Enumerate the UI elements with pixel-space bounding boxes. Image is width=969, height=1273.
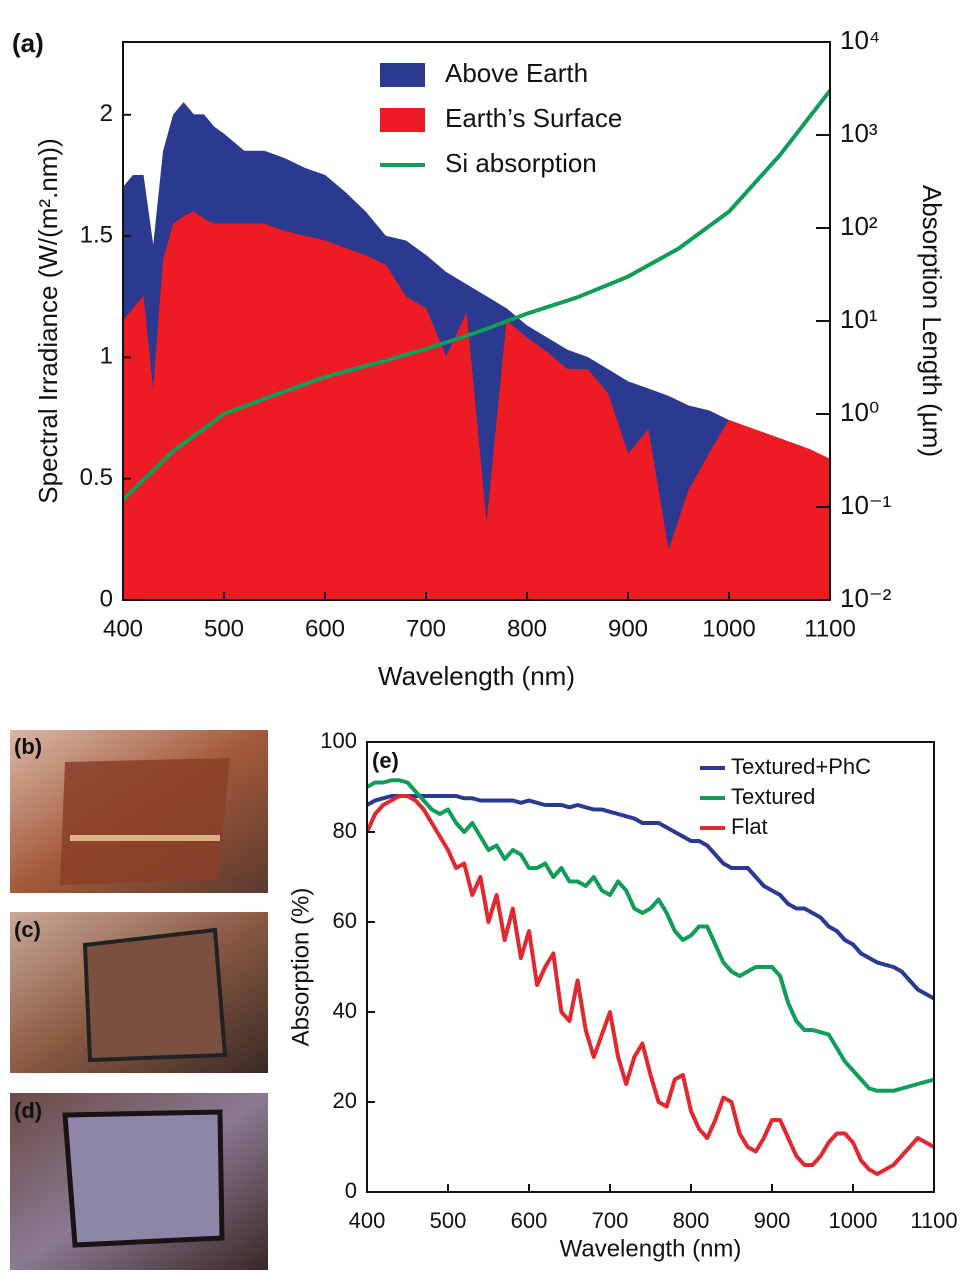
- y-tick-label: 0: [100, 585, 113, 612]
- chart: 400 500 600 700 800 900 1000 1100 0 20 40 60 80 100 Wa…: [287, 728, 957, 1263]
- y2-tick-label: 10⁰: [840, 397, 879, 427]
- x-tick-label: 600: [511, 1208, 548, 1233]
- y2-axis-label: Absorption Length (µm): [917, 185, 947, 457]
- y2-tick-label: 10²: [840, 211, 878, 241]
- x-tick-label: 500: [204, 615, 244, 642]
- x-tick-label: 900: [754, 1208, 791, 1233]
- photo-label: (d): [14, 1098, 42, 1123]
- y-tick-label: 1.5: [80, 221, 113, 248]
- y-tick-label: 60: [333, 908, 357, 933]
- panel-label: (a): [12, 28, 44, 58]
- x-tick-label: 700: [406, 615, 446, 642]
- y-tick-label: 1: [100, 343, 113, 370]
- y-tick-label: 100: [320, 728, 357, 753]
- y2-tick-label: 10⁻²: [840, 583, 892, 613]
- legend-label: Si absorption: [445, 148, 597, 178]
- y-tick-label: 0.5: [80, 464, 113, 491]
- y-tick-label: 0: [345, 1178, 357, 1203]
- y2-tick-label: 10³: [840, 118, 878, 148]
- x-tick-label: 400: [349, 1208, 386, 1233]
- y-axis-label: Absorption (%): [287, 888, 314, 1047]
- y-tick-label: 20: [333, 1088, 357, 1113]
- plot-area: [123, 89, 830, 600]
- axes-frame: [366, 741, 935, 1193]
- legend-label: Flat: [731, 814, 768, 839]
- panel-label: (e): [372, 748, 399, 773]
- x-tick-label: 1100: [910, 1208, 957, 1233]
- x-tick-label: 900: [608, 615, 648, 642]
- chart: 400 500 600 700 800 900 1000 1100 0 0.5 1 1.5 2 10⁻² 1…: [12, 25, 947, 691]
- photo-b: (b): [10, 730, 268, 893]
- legend-label: Textured+PhC: [731, 754, 871, 779]
- x-axis-label: Wavelength (nm): [560, 1235, 742, 1262]
- photo-c: (c): [10, 912, 268, 1073]
- y2-tick-label: 10⁻¹: [840, 490, 892, 520]
- line: [367, 778, 934, 1093]
- legend-label: Earth’s Surface: [445, 103, 622, 133]
- legend-swatch: [380, 108, 425, 132]
- photo-d: (d): [10, 1093, 268, 1270]
- plot-area: [367, 778, 934, 1176]
- legend-label: Above Earth: [445, 58, 588, 88]
- y-tick-label: 40: [333, 998, 357, 1023]
- legend-label: Textured: [731, 784, 815, 809]
- x-tick-label: 500: [430, 1208, 467, 1233]
- x-tick-label: 1100: [804, 615, 856, 642]
- x-tick-label: 700: [592, 1208, 629, 1233]
- x-tick-label: 1000: [829, 1208, 878, 1233]
- y-tick-label: 80: [333, 818, 357, 843]
- x-tick-label: 800: [673, 1208, 710, 1233]
- line: [367, 794, 934, 1001]
- x-tick-label: 1000: [702, 615, 755, 642]
- legend-swatch: [380, 63, 425, 87]
- y2-tick-label: 10¹: [840, 304, 878, 334]
- y-tick-label: 2: [100, 100, 113, 127]
- y2-tick-label: 10⁴: [840, 25, 880, 55]
- photo-label: (b): [14, 734, 42, 759]
- x-tick-label: 400: [103, 615, 143, 642]
- photo-label: (c): [14, 917, 41, 942]
- line: [367, 794, 934, 1176]
- x-tick-label: 800: [507, 615, 547, 642]
- y-axis-label: Spectral Irradiance (W/(m².nm)): [33, 138, 63, 504]
- x-tick-label: 600: [305, 615, 345, 642]
- area: [123, 211, 830, 600]
- line: [123, 89, 830, 502]
- x-axis-label: Wavelength (nm): [378, 661, 575, 691]
